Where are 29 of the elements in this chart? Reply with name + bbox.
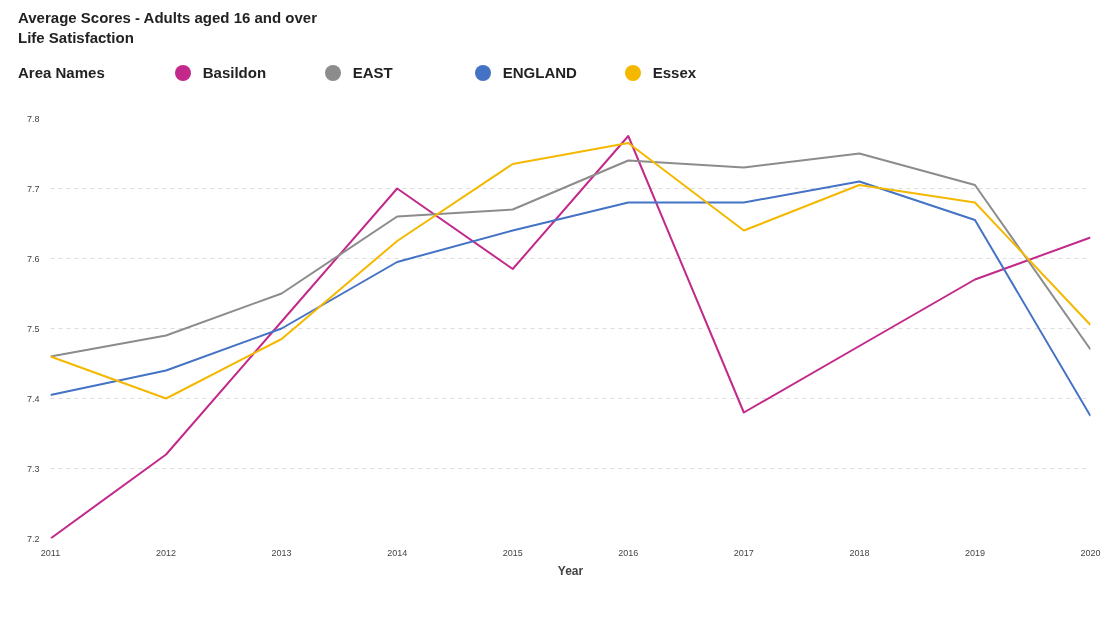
line-series — [50, 135, 1091, 539]
legend-label: ENGLAND — [501, 63, 578, 83]
line-series — [50, 180, 1091, 417]
x-tick-label: 2019 — [964, 547, 985, 558]
x-tick-label: 2013 — [271, 547, 292, 558]
x-axis-title: Year — [557, 563, 584, 578]
x-tick-label: 2016 — [618, 547, 639, 558]
y-tick-label: 7.3 — [26, 463, 40, 474]
x-tick-label: 2011 — [40, 547, 61, 558]
line-series — [50, 152, 1091, 358]
x-tick-label: 2017 — [733, 547, 754, 558]
x-tick-label: 2018 — [849, 547, 870, 558]
y-tick-label: 7.4 — [26, 393, 40, 404]
chart-subtitle: Life Satisfaction — [18, 28, 135, 48]
y-tick-label: 7.8 — [26, 113, 40, 124]
y-tick-label: 7.6 — [26, 253, 40, 264]
x-tick-label: 2020 — [1080, 547, 1101, 558]
y-tick-label: 7.5 — [26, 323, 40, 334]
legend-label: Essex — [651, 63, 698, 83]
x-tick-label: 2015 — [502, 547, 523, 558]
y-tick-label: 7.7 — [26, 183, 40, 194]
x-tick-label: 2014 — [387, 547, 408, 558]
x-tick-label: 2012 — [156, 547, 177, 558]
line-series — [50, 142, 1091, 400]
legend-title: Area Names — [18, 63, 105, 83]
chart-title: Average Scores - Adults aged 16 and over — [18, 8, 318, 28]
y-tick-label: 7.2 — [26, 533, 40, 544]
legend-label: Basildon — [201, 63, 268, 83]
legend-label: EAST — [351, 63, 394, 83]
